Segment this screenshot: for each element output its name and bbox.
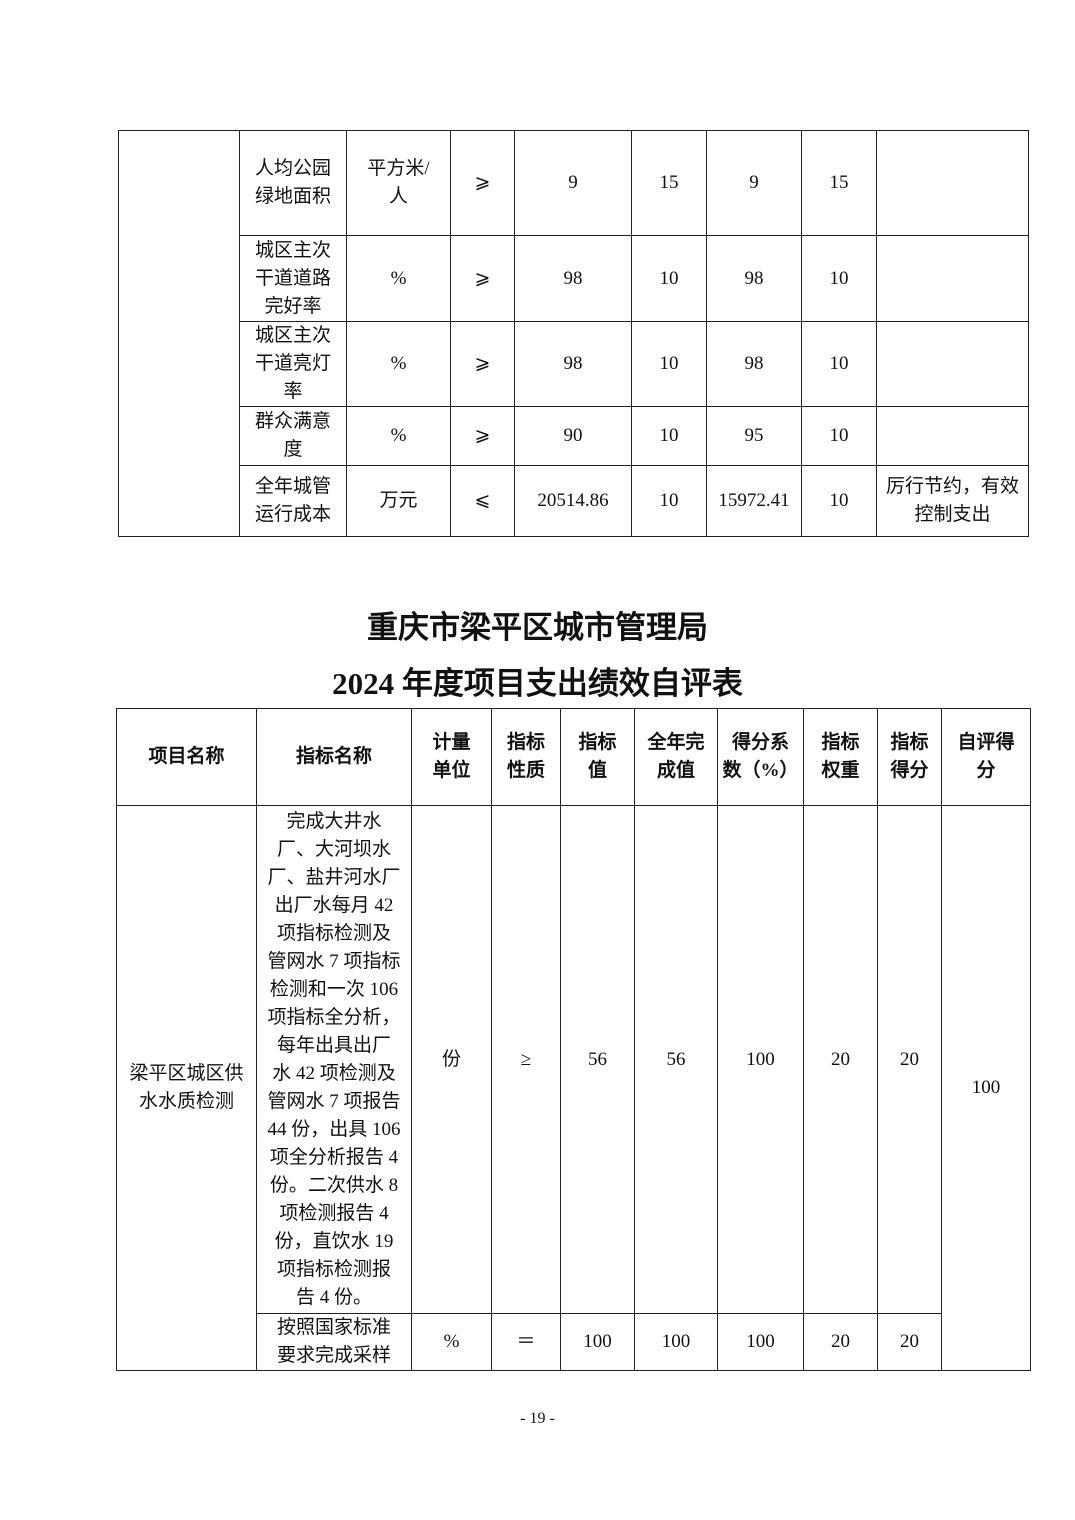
table-cell: 10 [631,406,707,466]
table-cell [876,321,1029,407]
table-row: 城区主次 干道道路 完好率% ⩾ 98 10 98 10 [119,235,1029,322]
table-cell: 10 [801,321,877,407]
table-cell: ＝ [491,1313,561,1371]
column-header: 自评得 分 [941,708,1031,806]
column-header: 指标名称 [256,708,412,806]
document-title-form: 2024 年度项目支出绩效自评表 [332,666,743,701]
column-header: 指标 性质 [491,708,561,806]
table-cell: 万元 [346,465,451,537]
indicator-table-continued: 人均公园 绿地面积 平方米/ 人 ⩾ 9 15 9 15 城区主次 干道道路 完好率% ⩾ 98 1… [118,130,1029,537]
table-cell: 100 [634,1313,718,1371]
column-header: 指标 权重 [803,708,878,806]
table-row: 群众满意 度% ⩾ 90 10 95 10 [119,406,1029,466]
category-cell [118,130,240,537]
column-header: 指标 值 [560,708,635,806]
table-cell: ⩽ [450,465,515,537]
table-cell: 完成大井水 厂、大河坝水 厂、盐井河水厂 出厂水每月 42 项指标检测及 管网水… [256,805,412,1314]
table-cell: 95 [706,406,802,466]
table-cell: 10 [631,465,707,537]
table-cell: 20 [877,805,942,1314]
table-cell: 10 [631,321,707,407]
column-header: 指标 得分 [877,708,942,806]
project-performance-table: 项目名称 指标名称 计量 单位 指标 性质 指标 值全年完 成值 得分系 数（%） 指标 权… [116,708,1031,1371]
table-cell: 100 [717,1313,804,1371]
table-cell: 全年城管 运行成本 [239,465,347,537]
table-cell: 9 [514,130,632,236]
table-cell: 20 [803,1313,878,1371]
table-cell: 按照国家标准 要求完成采样 [256,1313,412,1371]
table-cell: 群众满意 度 [239,406,347,466]
column-header: 项目名称 [116,708,257,806]
table-cell: 98 [706,321,802,407]
table-cell: 15 [631,130,707,236]
table-row: 梁平区城区供 水水质检测 完成大井水 厂、大河坝水 厂、盐井河水厂 出厂水每月 … [116,805,1031,1371]
table-cell: 56 [634,805,718,1314]
table-cell: % [346,235,451,322]
table-cell: 份 [411,805,492,1314]
table-cell: 城区主次 干道亮灯 率 [239,321,347,407]
table-cell [876,235,1029,322]
project-name-cell: 梁平区城区供 水水质检测 [116,805,257,1371]
table-cell: 9 [706,130,802,236]
table-cell: 人均公园 绿地面积 [239,130,347,236]
table-cell: ≥ [491,805,561,1314]
table-cell: 平方米/ 人 [346,130,451,236]
table-cell: 15972.41 [706,465,802,537]
table-cell: 20514.86 [514,465,632,537]
document-title-org: 重庆市梁平区城市管理局 [367,610,708,645]
table-cell: 100 [717,805,804,1314]
table-cell [876,130,1029,236]
table-cell: ⩾ [450,130,515,236]
table-cell: ⩾ [450,406,515,466]
table-cell: 10 [631,235,707,322]
table-cell: % [346,321,451,407]
table-cell: 15 [801,130,877,236]
self-score-cell: 100 [941,805,1031,1371]
table-cell: 10 [801,465,877,537]
table-cell: 98 [514,321,632,407]
table-cell: 20 [803,805,878,1314]
table-cell: 20 [877,1313,942,1371]
table-cell: 98 [706,235,802,322]
header-row: 项目名称 指标名称 计量 单位 指标 性质 指标 值全年完 成值 得分系 数（%） 指标 权… [116,708,1031,806]
column-header: 全年完 成值 [634,708,718,806]
table-cell: ⩾ [450,321,515,407]
table-cell: % [346,406,451,466]
table-cell: 100 [560,1313,635,1371]
table-row: 全年城管 运行成本 万元 ⩽ 20514.86 10 15972.41 10 厉行节约，有效 … [119,465,1029,537]
table-cell: 90 [514,406,632,466]
table-cell [876,406,1029,466]
table-cell: 城区主次 干道道路 完好率 [239,235,347,322]
table-cell: ⩾ [450,235,515,322]
table-row: 人均公园 绿地面积 平方米/ 人 ⩾ 9 15 9 15 [118,130,1029,537]
table-cell: 10 [801,235,877,322]
page-number: - 19 - [520,1410,555,1427]
column-header: 计量 单位 [411,708,492,806]
column-header: 得分系 数（%） [717,708,804,806]
table-cell: 98 [514,235,632,322]
table-cell: 56 [560,805,635,1314]
table-row: 城区主次 干道亮灯 率% ⩾ 98 10 98 10 [119,321,1029,407]
table-cell: % [411,1313,492,1371]
table-cell: 10 [801,406,877,466]
table-row: 按照国家标准 要求完成采样% ＝ 100 100 100 20 20 [117,1313,1031,1371]
table-cell: 厉行节约，有效 控制支出 [876,465,1029,537]
